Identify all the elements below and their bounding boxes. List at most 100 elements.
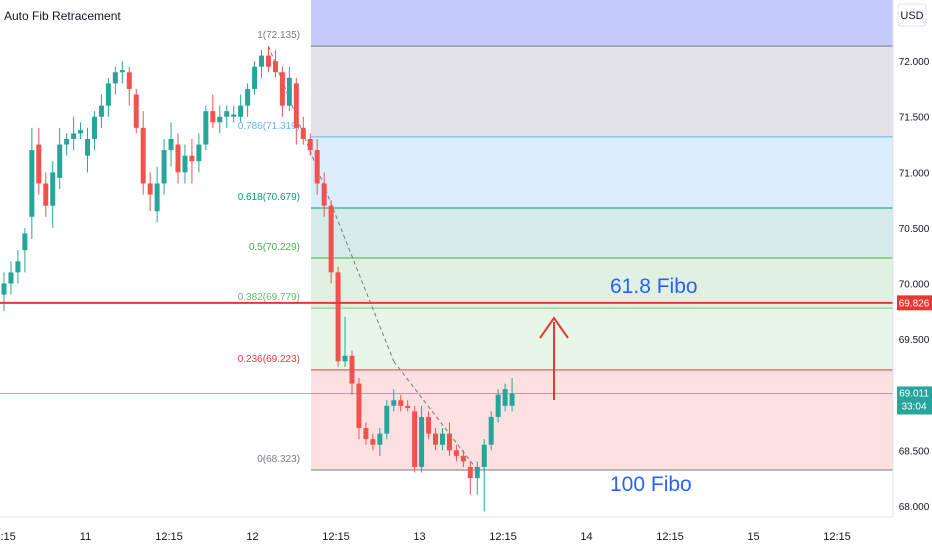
time-axis-labels[interactable]: 12:15 11 12:15 12 12:15 13 12:15 14 12:15 15 12:15 xyxy=(0,531,851,543)
candle xyxy=(363,422,369,445)
candle xyxy=(36,127,42,195)
fib-zone-fill xyxy=(311,369,893,470)
svg-text:69.826: 69.826 xyxy=(899,298,930,309)
price-tick-label: 70.500 xyxy=(899,224,930,235)
candle xyxy=(203,105,209,151)
time-tick-label: 14 xyxy=(580,531,592,543)
candle xyxy=(64,133,70,156)
candle xyxy=(460,450,466,467)
candle xyxy=(78,122,84,139)
candle xyxy=(398,394,404,412)
candle xyxy=(119,61,125,84)
time-tick-label: 12:15 xyxy=(489,531,517,543)
candle xyxy=(391,389,397,412)
price-tick-label: 70.000 xyxy=(899,280,930,291)
price-tick-label: 71.000 xyxy=(899,168,930,179)
candle xyxy=(446,422,452,456)
current-price-tag: 69.011 33:04 xyxy=(897,386,932,415)
candle xyxy=(29,127,35,240)
fib-level-label: 0.5(70.229) xyxy=(249,242,300,253)
candle xyxy=(481,439,487,512)
candle xyxy=(412,405,418,473)
time-tick-label: 12:15 xyxy=(823,531,851,543)
price-scale[interactable] xyxy=(893,0,932,550)
fib-zone-fill xyxy=(311,258,893,309)
candle xyxy=(168,122,174,167)
up-arrow-icon[interactable] xyxy=(539,316,569,400)
price-tick-label: 72.000 xyxy=(899,57,930,68)
candle xyxy=(126,66,132,106)
time-tick-label: 13 xyxy=(413,531,425,543)
fib-level-label: 0.382(69.779) xyxy=(238,292,300,303)
horizontal-line-price-tag: 69.826 xyxy=(897,295,932,311)
candle xyxy=(342,316,348,367)
candle xyxy=(370,433,376,451)
fib-zone-fills xyxy=(311,0,893,470)
time-tick-label: 12 xyxy=(246,531,258,543)
indicator-title: Auto Fib Retracement xyxy=(4,9,121,23)
candle xyxy=(502,383,508,412)
fib-zone-fill xyxy=(311,46,893,137)
time-tick-label: 15 xyxy=(747,531,759,543)
candle xyxy=(22,227,28,273)
price-tick-label: 69.500 xyxy=(899,335,930,346)
candle xyxy=(335,266,341,367)
time-tick-label: 11 xyxy=(80,531,91,543)
fib-level-lines xyxy=(311,45,893,471)
fib-level-label: 1(72.135) xyxy=(257,30,300,41)
candle xyxy=(293,77,299,145)
fib-zone-fill xyxy=(311,308,893,370)
candle xyxy=(272,50,278,78)
candle xyxy=(245,83,251,117)
candle xyxy=(495,389,501,423)
fib-level-label: 0.618(70.679) xyxy=(238,192,300,203)
candle xyxy=(384,400,390,440)
candle xyxy=(50,161,56,228)
bar-countdown: 33:04 xyxy=(901,401,926,412)
currency-button-label: USD xyxy=(900,10,923,22)
candle xyxy=(210,94,216,128)
svg-text:69.011: 69.011 xyxy=(899,388,929,399)
candle xyxy=(405,400,411,412)
candle xyxy=(349,350,355,395)
annotation-100-fibo[interactable]: 100 Fibo xyxy=(610,473,692,496)
annotation-618-fibo[interactable]: 61.8 Fibo xyxy=(610,275,698,298)
candle xyxy=(147,172,153,212)
candle xyxy=(140,111,146,195)
fib-level-labels: 1(72.135) 0.786(71.319) 0.618(70.679) 0.5(7… xyxy=(238,30,300,465)
candle xyxy=(453,444,459,462)
candle xyxy=(356,378,362,440)
price-tick-label: 68.500 xyxy=(899,446,930,457)
candle xyxy=(439,428,445,451)
candle xyxy=(71,116,77,151)
candle xyxy=(196,133,202,173)
fib-zone-fill xyxy=(311,136,893,209)
candle xyxy=(85,127,91,173)
candle xyxy=(279,66,285,117)
fib-level-label: 0(68.323) xyxy=(257,454,300,465)
candle xyxy=(43,172,49,217)
candle xyxy=(182,144,188,184)
candle xyxy=(300,116,306,145)
candle xyxy=(433,428,439,451)
candle xyxy=(328,200,334,284)
fib-zone-fill xyxy=(311,208,893,259)
candle xyxy=(231,105,237,123)
candle xyxy=(467,461,473,495)
candle xyxy=(488,411,494,451)
candle xyxy=(265,46,271,73)
currency-button[interactable] xyxy=(897,3,927,27)
candle xyxy=(224,105,230,128)
candle xyxy=(314,138,320,195)
price-tick-label: 68.000 xyxy=(899,502,930,513)
fib-level-label: 0.786(71.319) xyxy=(238,121,300,132)
time-tick-label: 12:15 xyxy=(656,531,684,543)
candle xyxy=(321,172,327,217)
candle xyxy=(91,111,97,151)
candle xyxy=(259,50,265,78)
candle xyxy=(15,250,21,284)
candle xyxy=(474,461,480,495)
candle xyxy=(98,94,104,128)
candle xyxy=(377,428,383,456)
